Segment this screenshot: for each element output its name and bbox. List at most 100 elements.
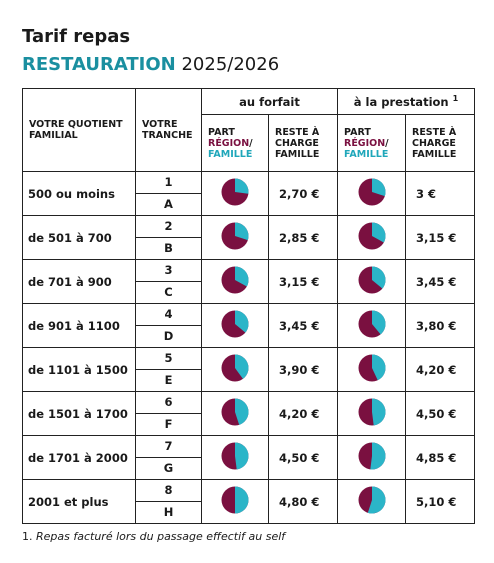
famille-slice (371, 354, 385, 380)
price-cell: 5,10 € (405, 479, 475, 524)
header-cell: RESTE À CHARGE FAMILLE (405, 114, 475, 172)
pie-cell (201, 303, 269, 348)
group-header: au forfait (201, 88, 338, 115)
price-cell: 4,20 € (405, 347, 475, 392)
tranche-code: F (164, 417, 173, 431)
tranche-code: D (163, 329, 174, 343)
note-marker: 1 (452, 94, 459, 104)
table-row: 2001 et plus 8 H 4,80 €5,10 € (22, 479, 475, 524)
pie-chart (358, 354, 385, 381)
price-cell: 3,45 € (405, 259, 475, 304)
price-cell: 3,15 € (268, 259, 338, 304)
footnote: 1. Repas facturé lors du passage effecti… (22, 530, 285, 543)
slash: / (249, 137, 253, 149)
region-label: RÉGION (344, 137, 386, 149)
pie-cell (337, 259, 406, 304)
pie-chart (358, 266, 385, 293)
pie-chart (221, 486, 249, 513)
famille-slice (235, 222, 249, 240)
pie-cell (337, 347, 406, 392)
quotient-cell: de 501 à 700 (22, 215, 136, 260)
table-row: 500 ou moins 1 A 2,70 €3 € (22, 171, 475, 216)
famille-slice (371, 398, 385, 425)
pie-cell (201, 479, 269, 524)
pie-chart (358, 222, 385, 249)
table-row: de 901 à 1100 4 D 3,45 €3,80 € (22, 303, 475, 348)
tranche-code: 7 (136, 436, 201, 458)
subtitle-highlight: RESTAURATION (22, 54, 176, 75)
famille-label: FAMILLE (344, 148, 389, 160)
part-label: PART (208, 126, 235, 138)
footnote-text: Repas facturé lors du passage effectif a… (36, 530, 286, 543)
tranche-code: 4 (136, 304, 201, 326)
tranche-code: 8 (136, 480, 201, 502)
pie-chart (358, 310, 385, 337)
famille-slice (235, 354, 249, 379)
header-cell: RESTE À CHARGE FAMILLE (268, 114, 338, 172)
pie-cell (201, 347, 269, 392)
pie-chart (221, 310, 249, 337)
pie-chart (221, 266, 249, 293)
quotient-cell: 500 ou moins (22, 171, 136, 216)
pie-cell (337, 171, 406, 216)
famille-slice (371, 266, 385, 289)
header-text: RESTE À CHARGE FAMILLE (275, 126, 320, 160)
tranche-code: 3 (136, 260, 201, 282)
pie-chart (221, 178, 249, 205)
pie-chart (358, 178, 385, 205)
price-cell: 4,20 € (268, 391, 338, 436)
table-row: de 501 à 700 2 B 2,85 € 3,15 € (22, 215, 475, 260)
pie-chart (221, 354, 249, 381)
pie-chart (221, 442, 249, 469)
pie-cell (201, 215, 269, 260)
tranche-code: 5 (136, 348, 201, 370)
famille-slice (235, 178, 249, 194)
price-cell: 4,80 € (268, 479, 338, 524)
famille-slice (235, 266, 249, 287)
tranche-code: C (164, 285, 173, 299)
famille-slice (371, 222, 385, 243)
famille-slice (235, 310, 249, 333)
part-label: PART (344, 126, 371, 138)
table-row: de 1701 à 2000 7 G 4,50 € 4,85 € (22, 435, 475, 480)
famille-slice (371, 178, 385, 196)
tranche-code: 1 (136, 172, 201, 194)
price-cell: 3,90 € (268, 347, 338, 392)
famille-slice (367, 486, 385, 513)
header-text: VOTRE TRANCHE (142, 119, 193, 141)
pie-cell (201, 391, 269, 436)
pie-cell (337, 303, 406, 348)
group-header-text: à la prestation (353, 94, 449, 109)
header-cell: PART RÉGION/FAMILLE (201, 114, 269, 172)
quotient-cell: de 1701 à 2000 (22, 435, 136, 480)
famille-label: FAMILLE (208, 148, 253, 160)
pie-cell (337, 435, 406, 480)
pie-cell (201, 259, 269, 304)
tranche-code: 6 (136, 392, 201, 414)
price-cell: 2,85 € (268, 215, 338, 260)
tranche-code: B (164, 241, 173, 255)
tranche-code: 2 (136, 216, 201, 238)
pie-cell (337, 215, 406, 260)
price-cell: 4,50 € (268, 435, 338, 480)
price-cell: 2,70 € (268, 171, 338, 216)
pie-chart (358, 486, 385, 513)
tranche-code: H (163, 505, 174, 519)
quotient-cell: de 1501 à 1700 (22, 391, 136, 436)
famille-slice (235, 442, 249, 469)
group-header: à la prestation 1 (337, 88, 475, 115)
pie-cell (201, 435, 269, 480)
header-text: VOTRE QUOTIENT FAMILIAL (29, 119, 123, 141)
famille-slice (235, 398, 249, 425)
table-row: de 1501 à 1700 6 F 4,20 €4,50 € (22, 391, 475, 436)
price-cell: 4,85 € (405, 435, 475, 480)
pie-chart (221, 398, 249, 425)
quotient-cell: 2001 et plus (22, 479, 136, 524)
price-cell: 3,15 € (405, 215, 475, 260)
